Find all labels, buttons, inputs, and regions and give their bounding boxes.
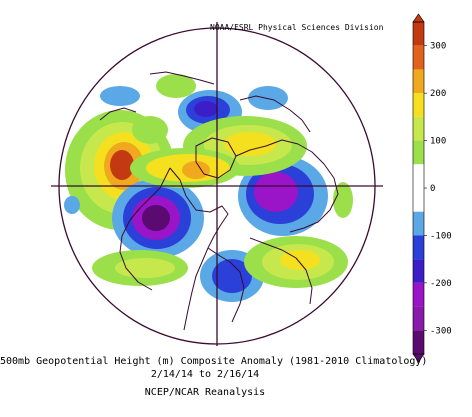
colorbar-tick-label: 200 xyxy=(430,89,446,99)
colorbar-segment xyxy=(413,93,424,117)
siberia-trough xyxy=(238,156,328,236)
colorbar-segment xyxy=(413,116,424,141)
caption-dates: 2/14/14 to 2/16/14 xyxy=(150,369,260,380)
colorbar-top-arrow xyxy=(412,13,425,23)
colorbar-tick-label: 300 xyxy=(430,42,446,52)
caption-title: 500mb Geopotential Height (m) Composite … xyxy=(0,356,428,367)
colorbar-segment xyxy=(413,69,424,94)
anomaly-fields xyxy=(64,74,353,302)
blue-patch-top xyxy=(100,86,140,106)
coastlines xyxy=(99,71,339,331)
colorbar-segment xyxy=(413,22,424,46)
colorbar-segment xyxy=(413,306,424,331)
green-patch-right xyxy=(333,182,353,218)
north-america-trough xyxy=(112,178,204,258)
blue-patch-topright xyxy=(248,86,288,110)
green-patch-left xyxy=(132,116,168,144)
caption-source: NCEP/NCAR Reanalysis xyxy=(144,387,266,398)
colorbar-tick-label: -200 xyxy=(430,279,452,289)
colorbar-segment xyxy=(413,188,424,212)
colorbar-segment xyxy=(413,45,424,70)
colorbar-segment xyxy=(413,282,424,307)
colorbar-segment xyxy=(413,235,424,260)
colorbar-segment xyxy=(413,259,424,283)
colorbar-segment xyxy=(413,140,424,165)
colorbar-tick-label: -100 xyxy=(430,231,452,241)
blue-patch-left xyxy=(64,196,80,214)
colorbar-segment xyxy=(413,211,424,236)
colorbar-segment xyxy=(413,330,424,354)
green-patch-top xyxy=(156,74,196,98)
credit-label: NOAA/ESRL Physical Sciences Division xyxy=(210,23,384,32)
colorbar-segment xyxy=(413,164,424,188)
colorbar-tick-label: 0 xyxy=(430,184,435,194)
colorbar-tick-label: 100 xyxy=(430,137,446,147)
colorbar-tick-label: -300 xyxy=(430,326,452,336)
globe-frame xyxy=(51,22,383,346)
